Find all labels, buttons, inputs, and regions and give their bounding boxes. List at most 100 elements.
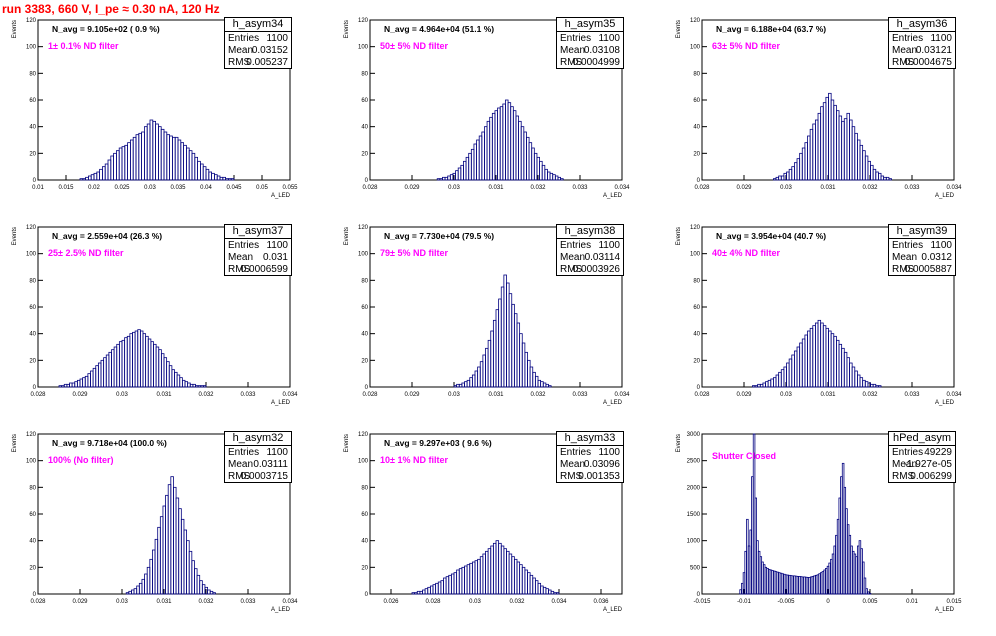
x-tick-label: 0.05 [256, 185, 268, 191]
x-tick-label: 0.03 [448, 392, 460, 398]
y-tick-label: 80 [361, 485, 368, 491]
y-tick-label: 120 [690, 18, 701, 24]
stat-row-rms: RMS 0.0003926 [560, 264, 620, 276]
y-tick-label: 0 [365, 178, 369, 184]
histogram-chart: 0.028 0.029 0.03 0.031 0.032 0.033 0.034 0 20 40 6… [12, 432, 298, 613]
x-tick-label: 0.029 [736, 392, 752, 398]
y-tick-label: 120 [26, 18, 37, 24]
stat-value: 0.03111 [253, 459, 288, 470]
histogram-bin [888, 178, 892, 181]
stat-value: 0.03114 [584, 252, 620, 263]
x-tick-label: 0.028 [694, 392, 710, 398]
histogram-chart: 0.026 0.028 0.03 0.032 0.034 0.036 0 20 40 60 80 10… [344, 432, 623, 613]
y-tick-label: 40 [693, 125, 700, 131]
stat-key: Entries [892, 33, 924, 44]
stat-row-rms: RMS 0.0003715 [228, 471, 288, 483]
stat-row-entries: Entries 49229 [892, 447, 952, 459]
stat-key: RMS [228, 471, 251, 482]
y-tick-label: 120 [358, 18, 369, 24]
stat-key: Mean [228, 252, 254, 263]
y-tick-label: 40 [29, 125, 36, 131]
x-axis-label: A_LED [935, 400, 955, 406]
n-avg-label: N_avg = 4.964e+04 (51.1 %) [384, 24, 495, 34]
x-tick-label: 0.032 [198, 599, 214, 605]
filter-label: 40± 4% ND filter [712, 248, 780, 258]
stat-key: RMS [228, 57, 251, 68]
x-tick-label: 0.031 [488, 185, 504, 191]
x-tick-label: 0.031 [488, 392, 504, 398]
y-tick-label: 0 [697, 385, 701, 391]
y-tick-label: 20 [693, 358, 700, 364]
histogram-bin [560, 178, 564, 181]
x-tick-label: 0.015 [58, 185, 74, 191]
stat-key: Mean [560, 252, 586, 263]
x-tick-label: 0.029 [72, 392, 88, 398]
x-tick-label: 0.034 [282, 599, 298, 605]
histogram-bin [197, 160, 201, 181]
histogram-bin [99, 168, 103, 181]
stat-row-rms: RMS 0.0004999 [560, 57, 620, 69]
x-tick-label: 0.034 [614, 392, 630, 398]
histogram-panel: -0.015 -0.01 -0.005 0 0.005 0.01 0.015 0 500 1000… [664, 429, 996, 636]
x-tick-label: 0.033 [904, 185, 920, 191]
histogram-chart: -0.015 -0.01 -0.005 0 0.005 0.01 0.015 0 500 1000… [676, 432, 962, 613]
y-tick-label: 0 [33, 592, 37, 598]
histogram-panel: 0.026 0.028 0.03 0.032 0.034 0.036 0 20 40 60 80 10… [332, 429, 664, 636]
x-tick-label: 0.02 [88, 185, 100, 191]
histogram-bin [155, 123, 159, 181]
y-tick-label: 80 [361, 71, 368, 77]
run-title: run 3383, 660 V, I_pe ≈ 0.30 nA, 120 Hz [2, 2, 220, 16]
histogram-bin [212, 592, 216, 595]
stat-key: RMS [560, 264, 583, 275]
x-tick-label: 0.035 [170, 185, 186, 191]
stat-row-rms: RMS 0.0006599 [228, 264, 288, 276]
histogram-bin [867, 591, 870, 595]
histogram-chart: 0.028 0.029 0.03 0.031 0.032 0.033 0.034 0 20 40 6… [344, 18, 630, 199]
histogram-bin [149, 119, 154, 181]
y-tick-label: 2500 [687, 459, 701, 465]
stat-value: 0.03108 [583, 45, 620, 56]
x-tick-label: 0.015 [946, 599, 962, 605]
histogram-name: h_asym37 [225, 225, 291, 239]
stat-value: 0.0006599 [240, 264, 288, 275]
y-tick-label: 20 [361, 151, 368, 157]
x-tick-label: 0.032 [509, 599, 525, 605]
x-tick-label: 0.03 [448, 185, 460, 191]
stat-value: 1100 [930, 240, 952, 251]
stat-key: Entries [560, 240, 592, 251]
histogram-bin [127, 142, 131, 181]
y-tick-label: 40 [29, 332, 36, 338]
y-tick-label: 80 [693, 71, 700, 77]
x-axis-label: A_LED [935, 193, 955, 199]
x-tick-label: 0.03 [469, 599, 481, 605]
y-tick-label: 120 [358, 225, 369, 231]
histogram-bin [211, 172, 215, 181]
x-tick-label: 0.031 [156, 392, 172, 398]
histogram-chart: 0.028 0.029 0.03 0.031 0.032 0.033 0.034 0 20 40 6… [12, 225, 298, 406]
y-tick-label: 20 [361, 565, 368, 571]
histogram-bin [555, 592, 560, 595]
stat-row-rms: RMS 0.0005887 [892, 264, 952, 276]
x-tick-label: 0.034 [946, 392, 962, 398]
histogram-name: h_asym33 [557, 432, 623, 446]
x-tick-label: 0.026 [383, 599, 399, 605]
stat-value: 0.0312 [921, 252, 952, 263]
histogram-bin [877, 385, 882, 388]
x-tick-label: -0.01 [737, 599, 751, 605]
stats-box: h_asym37 Entries 1100 Mean 0.031 RMS 0.0006599 [224, 224, 292, 276]
x-tick-label: 0.029 [72, 599, 88, 605]
histogram-bin [166, 134, 171, 181]
y-tick-label: 40 [29, 539, 36, 545]
histogram-chart: 0.028 0.029 0.03 0.031 0.032 0.033 0.034 0 20 40 6… [344, 225, 630, 406]
y-tick-label: 100 [26, 459, 37, 465]
stat-row-mean: Mean 0.0312 [892, 252, 952, 264]
y-tick-label: 80 [361, 278, 368, 284]
n-avg-label: N_avg = 7.730e+04 (79.5 %) [384, 231, 495, 241]
histogram-name: h_asym35 [557, 18, 623, 32]
histogram-bin [152, 120, 157, 181]
histogram-name: h_asym38 [557, 225, 623, 239]
x-axis-label: A_LED [603, 400, 623, 406]
histogram-bin [160, 128, 165, 181]
histogram-bin [88, 175, 92, 181]
x-tick-label: 0.034 [614, 185, 630, 191]
